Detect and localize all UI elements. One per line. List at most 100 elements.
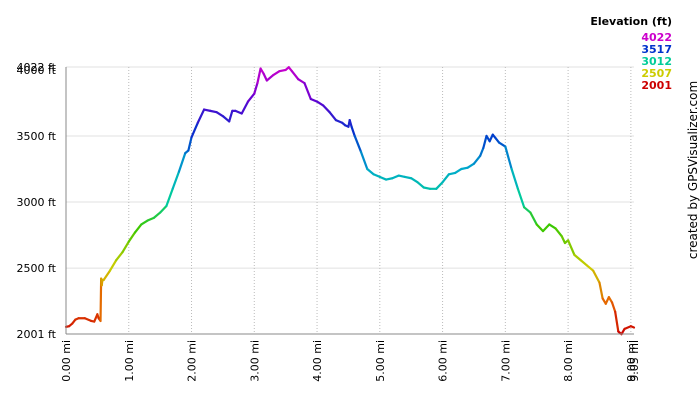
elevation-segment [372,173,381,179]
y-axis: 2001 ft 2500 ft 3000 ft 3500 ft 4022 ft4000 … [17,61,67,341]
elevation-segment [614,310,620,333]
y-tick-label: 4000 ft [17,64,57,77]
elevation-segment [416,181,425,189]
elevation-segment [108,259,118,272]
y-tick-label: 3500 ft [17,130,57,143]
legend-entry: 4022 [641,31,672,44]
elevation-segment [177,152,187,173]
elevation-segment [140,219,149,226]
x-tick-label: 4.00 mi [311,340,324,382]
elevation-segment [115,251,124,262]
elevation-segment [215,111,225,118]
elevation-segment [159,204,168,214]
elevation-segment [566,239,576,256]
elevation-segment [146,216,155,222]
x-tick-label: 9.05 mi [628,340,641,382]
x-tick-label: 0.00 mi [60,340,73,382]
elevation-segment [378,175,388,181]
elevation-segment [265,74,275,82]
elevation-segment [529,211,538,226]
elevation-segment [573,253,582,262]
elevation-segment [315,100,325,107]
x-tick-label: 9.00 mi [625,340,638,382]
elevation-line [64,66,636,336]
elevation-segment [102,269,112,282]
elevation-segment [228,109,234,123]
x-tick-label: 3.00 mi [248,340,261,382]
x-tick-label: 2.00 mi [186,340,199,382]
elevation-segment [466,162,476,169]
elevation-segment [133,223,143,234]
elevation-segment [435,181,444,190]
elevation-segment [623,325,632,330]
elevation-segment [190,121,199,139]
elevation-segment [171,170,181,190]
x-tick-label: 6.00 mi [437,340,450,382]
elevation-segment [83,317,93,323]
elevation-segment [303,82,312,101]
x-tick-label: 8.00 mi [562,340,575,382]
y-tick-label: 3000 ft [17,196,57,209]
elevation-segment [516,187,526,209]
elevation-segment [165,187,174,208]
elevation-segment [454,167,463,175]
elevation-segment [504,145,513,171]
elevation-segment [479,146,485,157]
elevation-segment [262,72,268,82]
y-tick-label: 2500 ft [17,262,57,275]
elevation-segment [523,206,532,214]
y-tick-label: 4022 ft [17,61,57,74]
elevation-segment [585,264,595,272]
legend-entry: 3012 [641,55,672,68]
elevation-segment [234,109,243,115]
elevation-segment [410,177,419,184]
elevation-segment [472,154,482,165]
elevation-segment [328,111,337,122]
elevation-segment [554,227,563,238]
elevation-segment [560,235,567,245]
plot-background [66,67,634,334]
elevation-segment [441,173,450,184]
elevation-segment [497,141,507,148]
credit-label: created by GPSVisualizer.com [686,81,700,259]
elevation-segment [610,301,617,313]
x-tick-label: 5.00 mi [374,340,387,382]
x-axis: 0.00 mi 1.00 mi 2.00 mi 3.00 mi 4.00 mi 5.00 … [60,333,641,382]
elevation-segment [187,136,193,152]
elevation-segment [353,134,363,153]
elevation-segment [322,104,331,114]
elevation-segment [510,167,519,190]
elevation-segment [272,70,281,77]
elevation-segment [592,269,601,284]
elevation-segment [196,108,206,124]
legend-entry: 3517 [641,43,672,56]
elevation-segment [240,100,250,115]
legend-entry: 2507 [641,67,672,80]
y-tick-label: 2001 ft [17,328,57,341]
elevation-segment [152,211,162,219]
elevation-segment [548,223,557,230]
elevation-segment [366,167,375,176]
elevation-segment [309,97,319,103]
elevation-segment [127,231,137,243]
elevation-segment [359,150,369,171]
elevation-segment [348,119,353,128]
elevation-segment [253,82,259,95]
elevation-segment [598,281,604,300]
elevation-segment [121,240,130,254]
legend-title: Elevation (ft) [590,15,672,28]
elevation-segment [391,174,400,180]
x-tick-label: 7.00 mi [499,340,512,382]
elevation-segment [297,78,306,85]
elevation-segment [482,134,488,149]
elevation-segment [256,67,262,85]
elevation-segment [629,325,636,329]
legend-entry: 2001 [641,79,672,92]
elevation-segment [541,223,551,233]
elevation-segment [221,115,231,123]
elevation-segment [535,223,545,233]
elevation-segment [334,119,344,124]
x-tick-label: 1.00 mi [123,340,136,382]
elevation-segment [290,70,300,81]
